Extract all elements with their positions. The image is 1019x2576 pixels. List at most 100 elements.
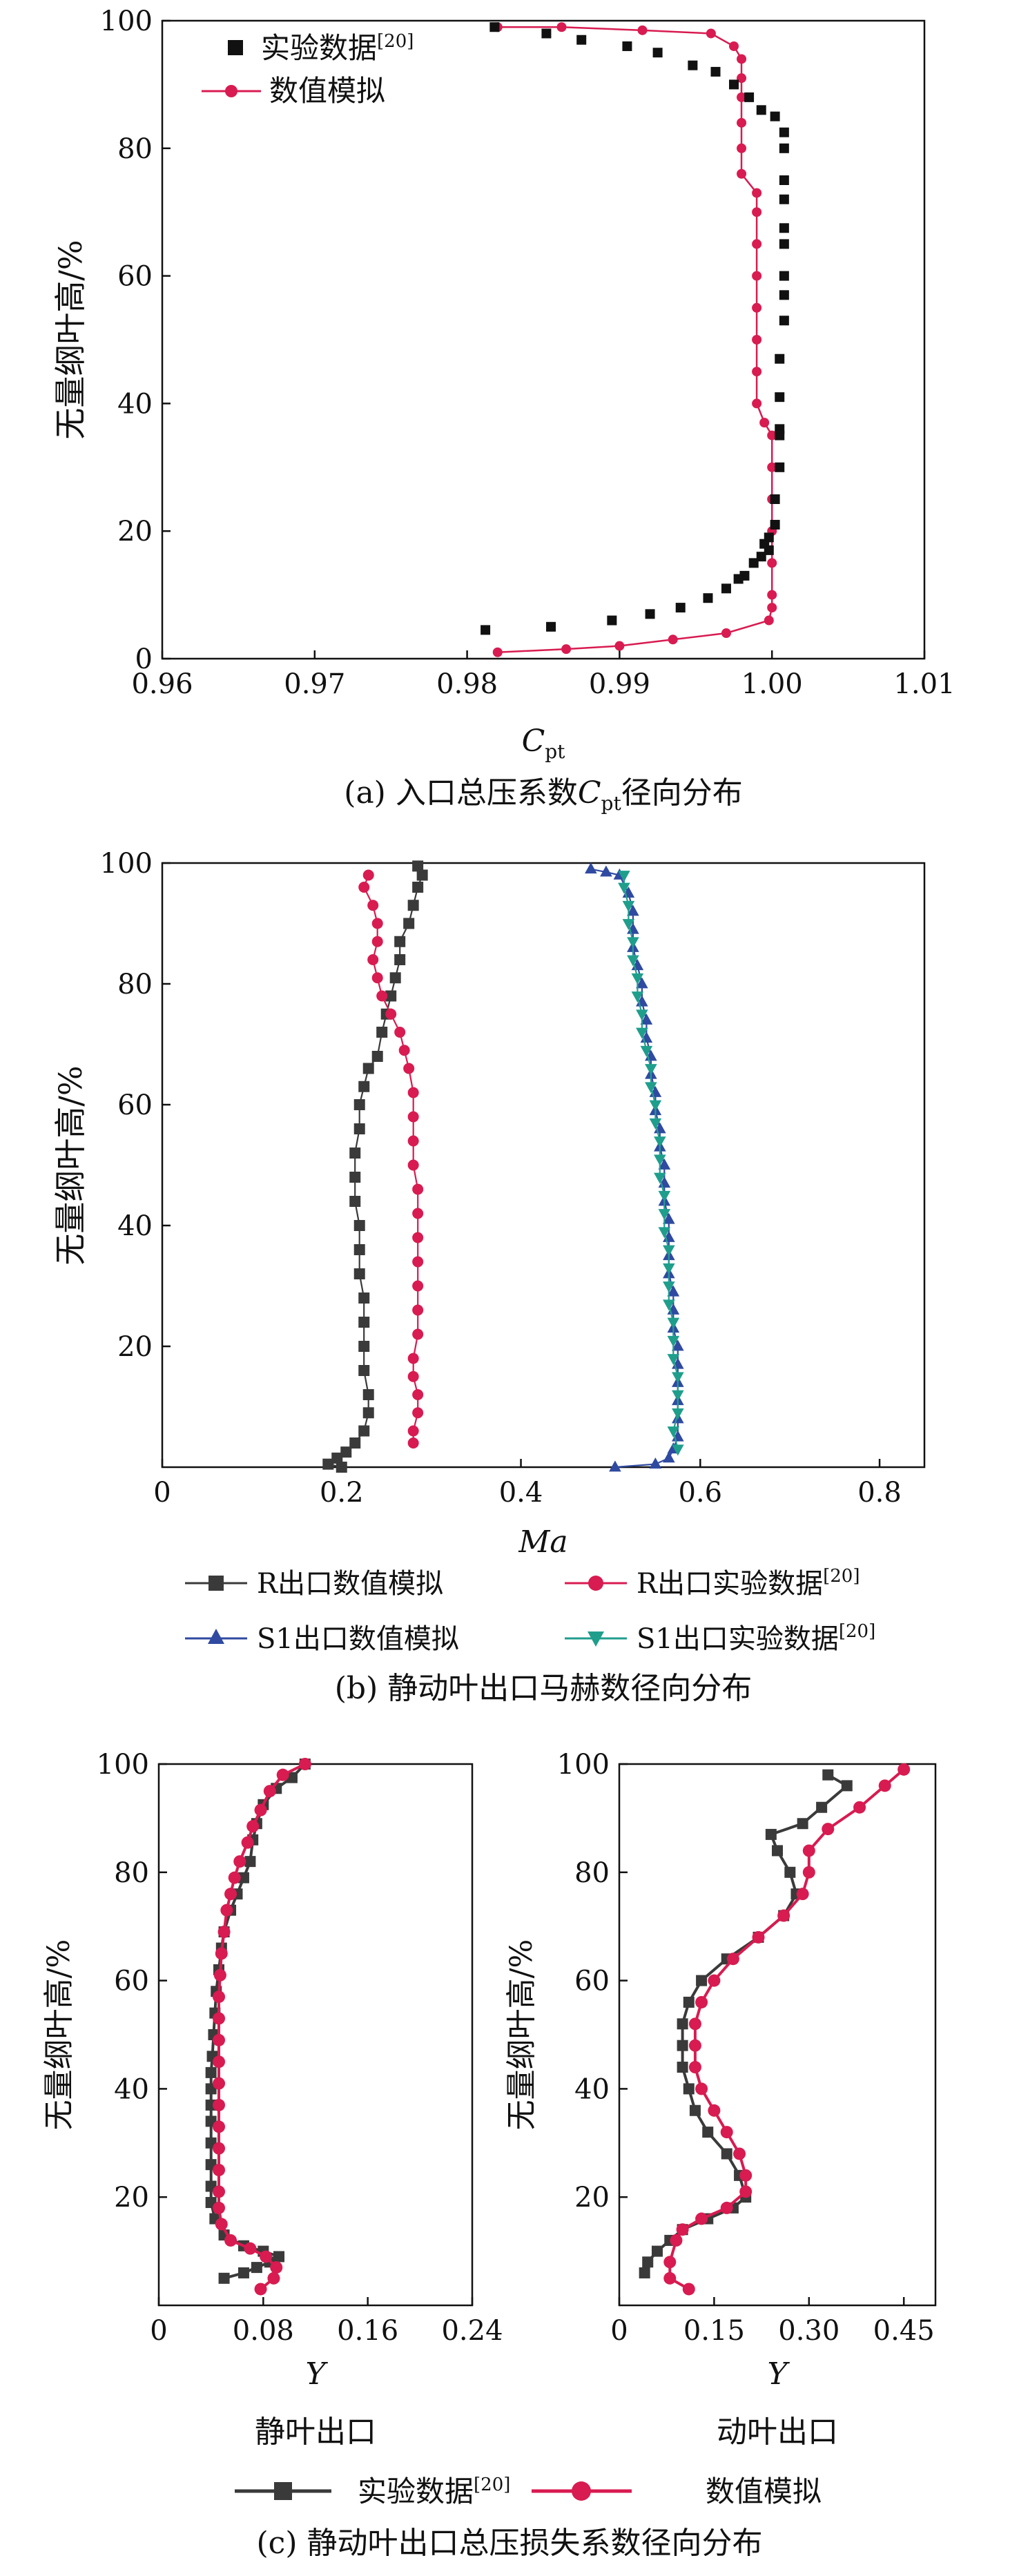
y-tick-label: 100 [557, 1749, 610, 1781]
y-tick-label: 80 [114, 1857, 149, 1889]
data-point-circle [676, 2223, 689, 2236]
data-point-circle [407, 1425, 419, 1437]
y-tick-label: 100 [100, 6, 153, 37]
data-point-circle [720, 2201, 733, 2214]
x-tick-label: 0 [610, 2315, 628, 2347]
legend-label: S1出口实验数据[20] [637, 1621, 875, 1655]
y-tick-label: 40 [117, 1210, 153, 1242]
x-tick-label: 0.97 [284, 668, 345, 700]
data-point-triangle-down [622, 919, 635, 931]
data-point-triangle-down [672, 1408, 684, 1420]
data-point-square [841, 1780, 853, 1792]
data-point-square [639, 2267, 650, 2278]
data-point-circle [412, 1208, 424, 1219]
legend-label: 实验数据[20] [261, 31, 414, 65]
data-point-circle [637, 25, 648, 35]
data-point-triangle-down [649, 1118, 662, 1130]
data-point-square [748, 558, 759, 568]
data-point-triangle-up [672, 1339, 684, 1351]
data-point-triangle-up [667, 1285, 680, 1297]
legend-label-text: 实验数据 [358, 2475, 474, 2508]
data-point-triangle-down [631, 991, 644, 1003]
data-point-circle [752, 367, 762, 377]
data-point-triangle-down [649, 1100, 662, 1112]
data-point-circle [878, 1779, 891, 1792]
data-point-square [779, 290, 789, 300]
data-point-circle [663, 2272, 677, 2285]
x-tick-label: 0.4 [499, 1477, 543, 1509]
data-point-triangle-down [663, 1281, 675, 1293]
data-point-square [349, 1437, 361, 1449]
x-tick-label: 0 [153, 1477, 171, 1509]
data-point-circle [739, 2169, 753, 2182]
data-point-circle [767, 558, 777, 568]
data-point-square [779, 127, 789, 137]
legend: 实验数据[20] 数值模拟 [202, 31, 414, 108]
data-point-triangle-down [636, 1027, 648, 1039]
data-point-triangle-up [658, 1158, 671, 1170]
data-point-square [322, 1458, 334, 1470]
data-point-square [353, 1268, 365, 1279]
data-point-square [770, 519, 780, 530]
data-point-square [733, 574, 744, 584]
data-point-circle [752, 398, 762, 409]
x-tick-label: 0.6 [678, 1477, 722, 1509]
data-point-circle [737, 73, 747, 84]
data-point-circle [233, 1855, 246, 1868]
data-point-circle [853, 1801, 866, 1814]
y-tick-label: 80 [574, 1857, 610, 1889]
panel-a: 0.96 0.97 0.98 0.99 1.00 1.01 0 20 40 60 80 100 无量纲… [52, 6, 955, 815]
data-point-triangle-up [600, 865, 612, 877]
data-point-circle [729, 41, 739, 51]
data-point-square [677, 2018, 688, 2030]
data-point-circle [614, 641, 625, 651]
legend-label-text: 实验数据 [261, 31, 377, 65]
data-point-triangle-down [663, 1299, 675, 1311]
plot-frame [161, 19, 926, 660]
data-point-circle [217, 1926, 231, 1939]
data-point-square [362, 1407, 374, 1419]
caption-subscript: pt [601, 792, 622, 815]
data-point-triangle-down [622, 900, 635, 912]
data-point-square [779, 271, 789, 281]
data-point-square [353, 1220, 365, 1231]
data-point-square [358, 1081, 370, 1092]
x-tick-label: 0.98 [436, 668, 498, 700]
data-point-circle [254, 1803, 267, 1817]
data-point-square [775, 354, 785, 364]
data-point-triangle-down [658, 1209, 671, 1221]
caption-suffix: 径向分布 [621, 775, 743, 811]
data-point-circle [376, 990, 388, 1002]
data-point-circle [407, 1111, 419, 1123]
data-point-square [394, 936, 406, 947]
data-point-square [349, 1196, 361, 1207]
legend-label-ref: [20] [823, 1566, 860, 1587]
data-point-circle [267, 2272, 280, 2285]
data-point-square [675, 603, 686, 613]
data-point-square [729, 79, 739, 90]
y-tick-label: 40 [574, 2073, 610, 2105]
data-point-square [412, 860, 424, 872]
x-tick-label: 1.00 [741, 668, 803, 700]
data-point-circle [688, 2061, 701, 2074]
legend-label-ref: [20] [377, 31, 414, 52]
data-point-circle [412, 1328, 424, 1340]
y-axis-label-left: 无量纲叶高/% [41, 1939, 77, 2131]
x-tick-label: 0.45 [873, 2315, 935, 2347]
data-point-circle [385, 1008, 397, 1020]
data-point-square [358, 1292, 370, 1304]
data-point-triangle-down [636, 1009, 648, 1021]
legend-label: 实验数据[20] [358, 2475, 510, 2508]
data-point-triangle-down [640, 1045, 653, 1057]
data-point-circle [802, 1844, 815, 1857]
data-point-circle [796, 1888, 809, 1901]
data-point-triangle-down [645, 1064, 657, 1076]
data-point-square [349, 1147, 361, 1159]
data-point-circle [726, 1953, 739, 1966]
data-point-circle [213, 1968, 226, 1982]
data-point-circle [358, 882, 370, 893]
data-point-triangle-up [636, 977, 648, 989]
data-point-square [237, 1872, 249, 1883]
subplot-title-right: 动叶出口 [717, 2414, 838, 2450]
data-point-square [677, 2040, 688, 2051]
